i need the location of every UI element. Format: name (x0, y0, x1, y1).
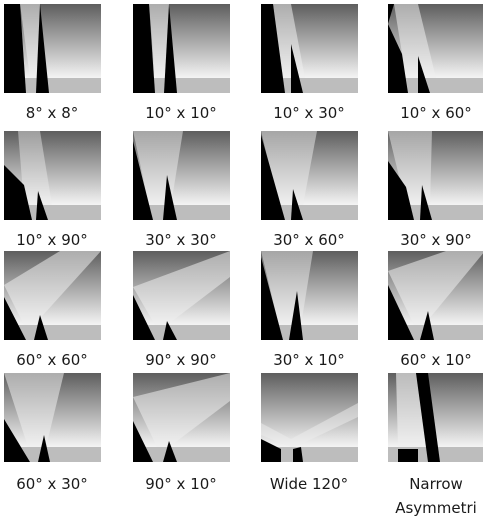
light-beam (20, 4, 40, 78)
beam-illustration (133, 373, 230, 462)
beam-illustration (388, 373, 483, 462)
beam-label: Narrow (409, 475, 463, 493)
beam-label: 10° x 60° (400, 104, 472, 122)
beam-label: 10° x 90° (16, 231, 88, 249)
beam-illustration (133, 4, 230, 93)
left-shadow (4, 4, 26, 93)
beam-illustration (4, 131, 101, 220)
beam-label-line2: Asymmetri (395, 499, 477, 517)
beam-illustration (261, 131, 358, 220)
beam-label: 30° x 60° (273, 231, 345, 249)
beam-illustration (261, 251, 358, 340)
floor (4, 78, 101, 93)
beam-label: 30° x 30° (145, 231, 217, 249)
beam-illustration (133, 131, 230, 220)
beam-illustration (133, 251, 230, 340)
beam-label: 90° x 90° (145, 351, 217, 369)
beam-illustration (261, 373, 358, 462)
beam-label: 60° x 60° (16, 351, 88, 369)
beam-label: 10° x 10° (145, 104, 217, 122)
beam-illustration (4, 251, 101, 340)
beam-illustration (261, 4, 358, 93)
beam-illustration (4, 4, 101, 93)
beam-label: 8° x 8° (25, 104, 79, 122)
beam-label: Wide 120° (269, 475, 349, 493)
beam-illustration (388, 4, 483, 93)
beam-label: 90° x 10° (145, 475, 217, 493)
beam-label: 10° x 30° (273, 104, 345, 122)
beam-illustration (388, 131, 483, 220)
beam-label: 60° x 30° (16, 475, 88, 493)
right-shadow (36, 4, 49, 93)
beam-illustration (4, 373, 101, 462)
beam-label: 60° x 10° (400, 351, 472, 369)
beam-label: 30° x 90° (400, 231, 472, 249)
beam-illustration (388, 251, 483, 340)
beam-label: 30° x 10° (273, 351, 345, 369)
